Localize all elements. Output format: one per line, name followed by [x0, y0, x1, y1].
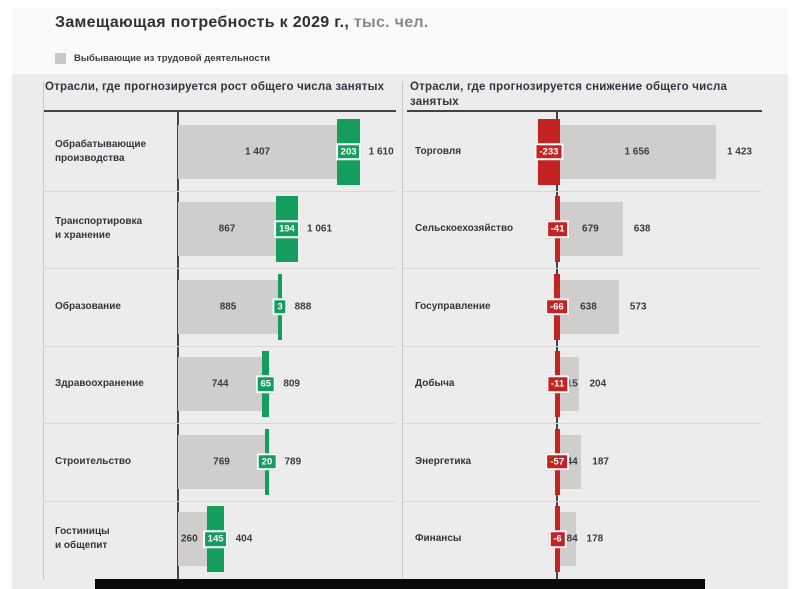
decline-panel-edge-line: [402, 82, 403, 580]
total-value: 573: [629, 301, 647, 313]
row-separator: [403, 346, 762, 347]
leaving-value: 260: [181, 533, 198, 545]
change-badge: 194: [274, 220, 300, 238]
row-separator: [403, 191, 762, 192]
change-badge: -66: [544, 298, 569, 316]
leaving-bar: [178, 434, 265, 489]
leaving-value: 638: [580, 301, 597, 313]
row-label: Финансы: [415, 533, 462, 545]
change-badge: -6: [548, 530, 567, 548]
row-label: Госуправление: [415, 300, 491, 312]
leaving-bar: [178, 279, 279, 334]
total-value: 888: [294, 301, 312, 313]
row-separator: [403, 501, 762, 502]
row-label: Транспортировка и хранение: [55, 216, 143, 242]
total-value: 809: [283, 378, 300, 390]
row-separator: [403, 423, 762, 424]
growth-top-rule: [43, 110, 396, 112]
total-value: 178: [586, 533, 604, 545]
leaving-bar: [178, 512, 208, 567]
leaving-bar: [178, 357, 263, 412]
row-label: Здравоохранение: [55, 378, 144, 390]
change-badge: 65: [255, 375, 277, 393]
leaving-value: 1 407: [245, 146, 271, 158]
total-value: 404: [235, 533, 253, 545]
leaving-value: 184: [561, 533, 578, 545]
decline-top-rule: [407, 110, 762, 112]
total-value: 789: [284, 456, 302, 468]
decline-axis-baseline: [556, 110, 558, 580]
legend-swatch-icon: [55, 53, 66, 64]
panel-growth-header: Отрасли, где прогнозируется рост общего …: [45, 81, 385, 93]
leaving-bar: [558, 124, 716, 179]
page-title-suffix: тыс. чел.: [353, 14, 429, 31]
leaving-bar: [558, 434, 582, 489]
leaving-bar: [178, 202, 277, 257]
leaving-value: 885: [219, 301, 237, 313]
leaving-bar: [558, 512, 576, 567]
row-label: Образование: [55, 300, 121, 312]
panel-decline-header: Отрасли, где прогнозируется снижение общ…: [410, 81, 728, 108]
change-badge: -11: [545, 375, 570, 393]
total-value: 204: [589, 378, 607, 390]
leaving-bar: [178, 124, 338, 179]
leaving-value: 867: [218, 223, 236, 235]
page-title: Замещающая потребность к 2029 г., тыс. ч…: [55, 14, 429, 32]
change-badge: 20: [256, 453, 278, 471]
row-label: Обрабатывающие производства: [55, 138, 147, 164]
change-badge: -41: [545, 220, 570, 238]
row-separator: [43, 423, 395, 424]
leaving-value: 1 656: [624, 146, 650, 158]
growth-axis-baseline: [177, 110, 179, 580]
row-label: Сельскоехозяйство: [415, 223, 514, 235]
page-title-main: Замещающая потребность к 2029 г.,: [55, 14, 350, 31]
total-value: 1 610: [368, 146, 394, 158]
change-badge: -233: [534, 143, 564, 161]
total-value: 187: [592, 456, 609, 468]
row-separator: [43, 501, 395, 502]
leaving-value: 769: [213, 456, 230, 468]
change-badge: 203: [335, 143, 362, 161]
title-zone: [12, 8, 788, 74]
total-value: 1 061: [307, 223, 333, 235]
row-label: Строительство: [55, 455, 132, 467]
row-separator: [43, 346, 395, 347]
change-badge: 145: [202, 530, 229, 548]
row-label: Торговля: [415, 145, 462, 157]
row-label: Энергетика: [415, 455, 472, 467]
leaving-value: 679: [582, 223, 599, 235]
row-separator: [403, 268, 762, 269]
row-label: Добыча: [415, 378, 455, 390]
leaving-value: 244: [561, 456, 578, 468]
growth-panel-edge-line: [43, 82, 44, 580]
row-label: Гостиницы и общепит: [55, 526, 110, 552]
bottom-bar: [95, 579, 705, 589]
change-badge: 3: [272, 298, 288, 316]
change-badge: -57: [545, 453, 570, 471]
legend-label: Выбывающие из трудовой деятельности: [74, 53, 271, 64]
leaving-value: 215: [561, 378, 578, 390]
row-separator: [43, 191, 395, 192]
row-separator: [43, 268, 395, 269]
total-value: 1 423: [726, 146, 752, 158]
leaving-value: 744: [211, 378, 229, 390]
total-value: 638: [633, 223, 651, 235]
